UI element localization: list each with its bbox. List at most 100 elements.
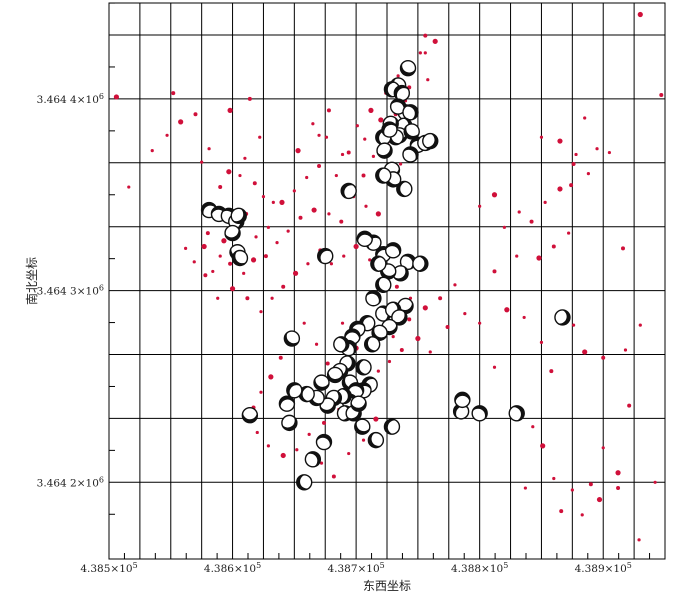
- x-tick-mantissa: 4.386×10: [204, 563, 256, 575]
- beachball-fill: [309, 390, 323, 406]
- event-dot: [171, 91, 176, 96]
- x-tick-mantissa: 4.387×10: [327, 563, 379, 575]
- event-dot: [531, 425, 535, 429]
- event-dot: [378, 117, 384, 123]
- beachball-fill: [327, 371, 343, 383]
- event-dot: [281, 284, 286, 289]
- event-dot: [319, 461, 324, 465]
- event-dot: [407, 317, 412, 322]
- beachball-fill: [336, 336, 349, 352]
- focal-mechanism-symbol: [304, 451, 322, 468]
- event-dot: [292, 189, 296, 193]
- focal-mechanism-symbol: [422, 132, 439, 150]
- event-dot: [368, 107, 374, 113]
- event-dot: [346, 150, 351, 155]
- beachball-fill: [357, 231, 373, 243]
- focal-mechanism-symbol: [241, 407, 259, 424]
- focal-mechanism-symbol: [363, 336, 381, 353]
- event-dot: [307, 432, 311, 436]
- focal-mechanism-symbol: [354, 418, 371, 435]
- beachball-fill: [377, 144, 393, 159]
- event-dot: [504, 307, 510, 313]
- event-dot: [375, 211, 381, 217]
- event-dot: [311, 207, 317, 213]
- event-dot: [317, 163, 322, 168]
- event-dot: [184, 246, 188, 251]
- y-tick-exponent: 6: [99, 284, 104, 293]
- focal-mechanism-series: [200, 59, 571, 491]
- event-dot: [347, 451, 351, 456]
- event-dot: [426, 78, 430, 82]
- event-dot: [279, 199, 285, 205]
- event-dot: [355, 124, 359, 128]
- event-dot: [623, 348, 628, 352]
- x-tick-label: 4.389×105: [575, 561, 632, 575]
- event-dot: [491, 192, 498, 198]
- focal-mechanism-symbol: [367, 431, 385, 449]
- beachball-fill: [327, 390, 342, 406]
- event-dot: [250, 257, 257, 263]
- event-dot: [211, 269, 215, 274]
- event-dot: [113, 94, 120, 100]
- focal-mechanism-symbol: [281, 414, 298, 432]
- event-dot: [364, 204, 368, 208]
- x-tick-exponent: 5: [380, 561, 385, 570]
- beachball-fill: [316, 434, 332, 448]
- event-dot: [580, 513, 584, 517]
- event-dot: [438, 296, 443, 301]
- event-dot: [326, 108, 331, 113]
- event-dot: [543, 200, 547, 204]
- x-tick-exponent: 5: [627, 561, 632, 570]
- event-dot: [502, 225, 506, 229]
- beachball-fill: [341, 183, 355, 199]
- event-dot: [361, 173, 366, 178]
- beachball-fill: [370, 256, 383, 272]
- event-dot: [218, 185, 223, 190]
- event-dot: [515, 254, 519, 258]
- event-dot: [653, 480, 657, 484]
- focal-mechanism-symbol: [383, 418, 401, 435]
- event-dot: [659, 93, 664, 98]
- event-dot: [394, 284, 399, 289]
- focal-mechanism-symbol: [554, 309, 571, 326]
- beachball-fill: [372, 326, 387, 341]
- y-axis-title: 南北坐标: [24, 257, 39, 305]
- event-dot: [192, 260, 196, 264]
- beachball-fill: [342, 375, 357, 391]
- beachball-fill: [346, 406, 362, 421]
- event-dot: [339, 219, 344, 224]
- event-dot: [398, 162, 403, 166]
- focal-mechanism-symbol: [333, 336, 350, 353]
- beachball-fill: [284, 331, 300, 347]
- beachball-fill: [403, 146, 418, 161]
- event-dot: [200, 160, 204, 164]
- event-dot: [522, 315, 526, 320]
- event-dot: [492, 365, 497, 369]
- event-dot: [373, 416, 379, 422]
- focal-mechanism-symbol: [230, 207, 247, 225]
- tick-labels: 4.385×105 4.386×105 4.387×105 4.388×105 4.38…: [37, 92, 632, 575]
- focal-mechanism-symbol: [371, 324, 388, 341]
- event-dot: [569, 183, 574, 188]
- event-dot: [615, 470, 621, 476]
- focal-mechanism-symbol: [355, 359, 372, 376]
- y-tick-mantissa: 3.464 4×10: [37, 94, 99, 106]
- beachball-fill: [396, 181, 408, 197]
- event-dot: [247, 96, 252, 101]
- event-dot: [127, 185, 131, 189]
- event-dot: [588, 482, 593, 487]
- event-dot: [317, 133, 321, 137]
- focal-mechanism-symbol: [412, 255, 429, 272]
- y-tick-exponent: 6: [99, 92, 104, 101]
- event-dot: [201, 243, 207, 250]
- event-dot: [418, 51, 422, 55]
- x-tick-label: 4.387×105: [327, 561, 384, 575]
- focal-mechanism-symbol: [402, 104, 419, 121]
- x-tick-label: 4.388×105: [451, 561, 508, 575]
- event-dot: [226, 169, 232, 175]
- focal-mechanism-symbol: [393, 84, 411, 102]
- event-dot: [325, 361, 330, 366]
- x-tick-mantissa: 4.385×10: [80, 563, 132, 575]
- beachball-fill: [385, 242, 401, 256]
- beachball-fill: [425, 133, 438, 149]
